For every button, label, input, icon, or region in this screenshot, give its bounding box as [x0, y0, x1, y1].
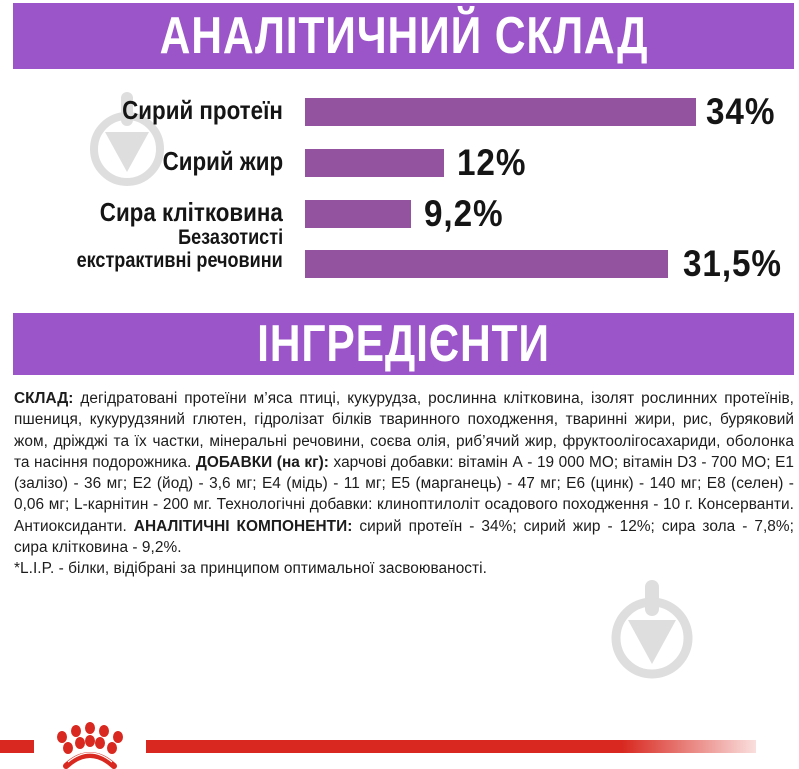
analytical-components-text: сирий протеїн - 34%; сирий жир - 12%; си…: [14, 517, 794, 557]
bar-fiber: [305, 200, 411, 228]
watermark-trowel-icon: [90, 92, 164, 186]
row-label-line-1: Безазотисті: [177, 226, 283, 249]
ingredients-paragraph: СКЛАД: дегідратовані протеїни м’яса птиц…: [14, 388, 794, 558]
lip-footnote: *L.I.P. - білки, відібрані за принципом …: [14, 560, 487, 578]
ingredients-text-block: СКЛАД: дегідратовані протеїни м’яса птиц…: [14, 388, 794, 580]
value-label: 31,5%: [683, 243, 782, 284]
row-label: Сирий протеїн: [122, 95, 283, 125]
value-label: 34%: [706, 91, 776, 132]
ingredients-banner: ІНГРЕДІЄНТИ: [13, 313, 794, 375]
row-label: Сирий жир: [162, 146, 283, 176]
watermark-trowel-icon: [611, 580, 693, 679]
composition-heading: СКЛАД:: [14, 390, 74, 407]
additives-text: харчові добавки: вітамін А - 19 000 МО; …: [14, 453, 795, 535]
bar-protein: [305, 98, 696, 126]
row-label: Сира клітковина: [99, 197, 283, 227]
bar-fat: [305, 149, 444, 177]
composition-text: дегідратовані протеїни м’яса птиці, куку…: [14, 390, 794, 471]
brand-stripe-left: [0, 740, 34, 753]
row-label-line-2: екстрактивні речовини: [76, 249, 283, 272]
value-label: 9,2%: [424, 193, 504, 234]
bar-nfe: [305, 250, 668, 278]
ingredients-title: ІНГРЕДІЄНТИ: [257, 315, 550, 373]
brand-stripe-right: [146, 740, 756, 753]
analytical-composition-title: АНАЛІТИЧНИЙ СКЛАД: [159, 7, 648, 65]
analytical-composition-banner: АНАЛІТИЧНИЙ СКЛАД: [13, 3, 794, 69]
analytical-components-heading: АНАЛІТИЧНІ КОМПОНЕНТИ:: [133, 517, 353, 535]
royal-canin-crown-logo-icon: [57, 722, 123, 769]
additives-heading: ДОБАВКИ (на кг):: [195, 453, 329, 471]
value-label: 12%: [457, 142, 527, 183]
